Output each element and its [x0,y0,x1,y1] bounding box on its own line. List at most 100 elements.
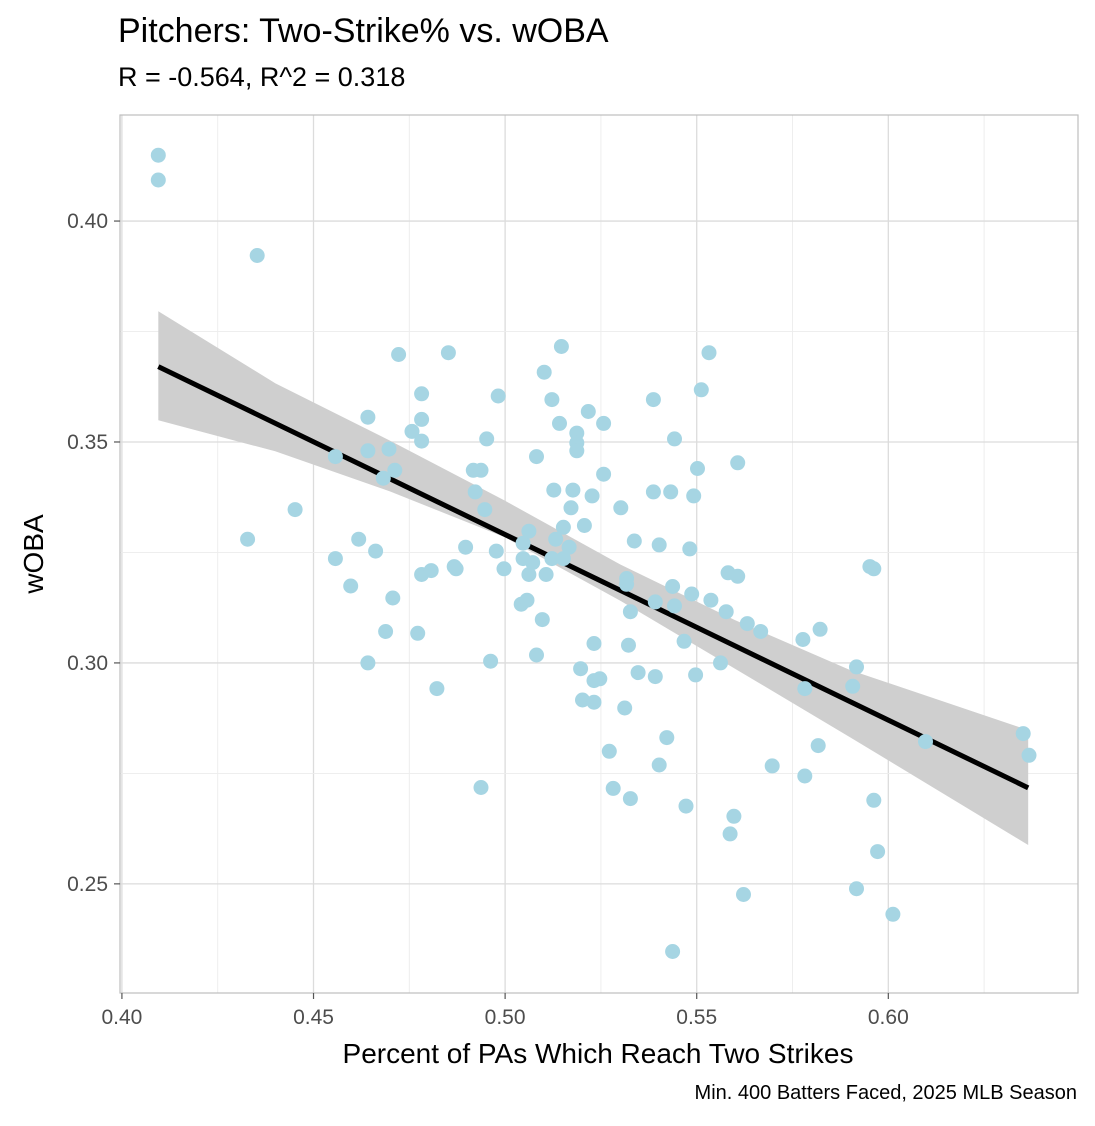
y-tick-label: 0.35 [67,431,108,454]
data-point [659,730,675,746]
data-point [726,808,742,824]
data-point [343,578,359,594]
chart-caption: Min. 400 Batters Faced, 2025 MLB Season [694,1082,1077,1104]
data-point [521,523,537,539]
data-point [375,470,391,486]
data-point [496,561,512,577]
chart-title: Pitchers: Two-Strike% vs. wOBA [118,12,609,50]
data-point [525,555,541,571]
data-point [736,887,751,902]
data-point [563,500,579,516]
data-point [730,568,746,584]
data-point [849,659,864,675]
data-point [845,678,861,694]
data-point [621,637,636,653]
data-point [730,455,746,471]
data-point [849,881,864,897]
data-point [645,392,661,408]
data-point [287,502,303,518]
data-point [368,543,384,559]
data-point [546,482,562,498]
y-tick-label: 0.40 [67,210,108,233]
data-point [676,633,692,649]
data-point [918,734,933,750]
data-point [575,692,590,708]
data-point [584,488,600,504]
data-point [440,345,456,361]
data-point [682,541,698,557]
data-point [701,345,717,361]
data-point [617,700,633,716]
data-point [651,537,667,553]
data-point [690,461,705,476]
data-point [423,563,439,579]
data-point [488,543,504,559]
data-point [647,669,663,685]
data-point [645,484,661,500]
data-point [150,172,166,188]
data-point [665,579,681,594]
data-point [473,780,489,795]
chart-subtitle: R = -0.564, R^2 = 0.318 [118,62,406,92]
data-point [385,590,401,606]
x-axis-ticks: 0.40 0.45 0.50 0.55 0.60 [101,993,909,1029]
data-point [414,433,430,449]
y-tick-label: 0.25 [67,873,108,896]
data-point [529,647,544,663]
data-point [429,681,445,697]
data-point [596,466,612,482]
data-point [555,519,571,535]
data-point [586,694,602,710]
data-point [592,671,608,687]
data-point [553,339,569,354]
x-tick-label: 0.55 [676,1006,717,1029]
data-point [378,624,394,639]
data-point [1021,747,1037,763]
data-point [240,531,256,547]
data-point [360,655,376,671]
data-point [686,488,702,504]
data-point [448,561,464,577]
data-point [536,364,552,380]
data-point [586,636,602,651]
data-point [885,906,901,922]
data-point [665,944,681,959]
data-point [647,594,663,610]
data-point [866,792,882,808]
data-point [678,798,694,814]
data-point [810,738,826,754]
data-point [414,386,430,402]
data-point [477,502,493,518]
data-point [360,443,376,459]
x-axis-label: Percent of PAs Which Reach Two Strikes [343,1038,854,1069]
data-point [753,624,769,639]
data-point [544,551,560,567]
data-point [812,621,828,637]
data-point [663,484,679,500]
data-point [391,347,407,362]
data-point [467,484,483,500]
data-point [483,653,499,669]
data-point [580,404,596,419]
data-point [651,757,667,773]
data-point [667,598,682,614]
data-point [797,768,813,784]
grid [120,115,1078,993]
data-point [414,411,430,427]
data-point [521,567,537,582]
data-point [387,462,403,478]
panel-border [119,114,1079,994]
y-axis-label: wOBA [18,514,49,595]
data-point [249,248,265,263]
data-point [529,449,544,465]
data-point [569,443,585,459]
data-point [150,147,166,163]
data-point [722,826,738,842]
data-point [576,518,592,533]
data-point [703,592,719,608]
data-point [351,531,367,547]
regression-line [157,364,1030,791]
data-point [544,392,560,408]
x-tick-label: 0.40 [101,1006,142,1029]
data-point [1015,726,1031,742]
